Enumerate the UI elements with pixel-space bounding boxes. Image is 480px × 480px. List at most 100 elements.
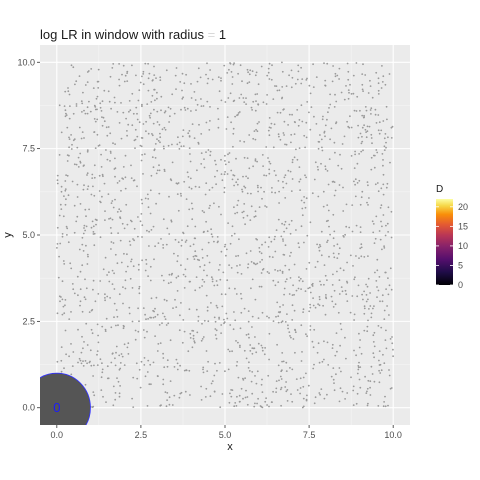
data-point [250,205,253,208]
data-point [318,296,321,298]
data-point [122,111,125,114]
data-point [126,130,128,132]
data-point [134,147,136,150]
data-point [248,167,251,170]
data-point [60,346,63,348]
data-point [316,243,318,246]
data-point [358,332,360,335]
data-point [354,183,356,186]
data-point [192,334,195,337]
data-point [72,66,75,69]
data-point [235,181,238,184]
data-point [141,153,144,156]
data-point [203,269,205,272]
data-point [205,294,208,297]
data-point [304,174,306,177]
data-point [174,238,177,241]
data-point [119,367,122,370]
data-point [324,79,327,82]
data-point [103,89,106,92]
data-point [339,322,342,325]
data-point [65,198,67,201]
data-point [306,234,309,237]
data-point [358,179,361,182]
data-point [184,268,187,271]
data-point [359,226,362,229]
data-point [367,204,369,206]
data-point [378,132,381,135]
data-point [297,287,300,290]
data-point [109,132,112,135]
data-point [273,238,276,241]
data-point [152,166,155,169]
data-point [166,392,169,394]
data-point [346,120,348,123]
data-point [303,134,306,137]
data-point [75,105,78,107]
data-point [324,313,327,316]
data-point [330,295,333,298]
data-point [61,298,64,301]
data-point [331,343,334,346]
data-point [118,395,121,398]
data-point [90,364,93,367]
data-point [378,350,381,352]
data-point [328,255,330,258]
data-point [359,339,361,341]
data-point [339,344,341,347]
data-point [140,360,143,363]
data-point [225,254,227,257]
data-point [336,257,339,259]
data-point [56,179,59,182]
data-point [313,178,316,181]
data-point [225,312,228,315]
data-point [195,308,198,311]
data-point [237,112,240,114]
data-point [256,93,259,95]
data-point [197,143,200,145]
data-point [364,74,367,76]
data-point [268,358,270,361]
data-point [205,73,207,76]
data-point [104,297,106,299]
data-point [101,368,104,371]
data-point [116,262,119,265]
data-point [344,289,347,292]
data-point [360,150,363,153]
data-point [209,106,211,108]
data-point [267,71,270,74]
data-point [146,371,149,373]
data-point [136,185,138,188]
data-point [314,396,317,399]
data-point [112,63,115,65]
data-point [119,210,122,213]
data-point [323,131,326,134]
data-point [312,346,315,349]
data-point [74,83,76,86]
data-point [220,293,223,296]
data-point [96,353,98,356]
data-point [170,281,172,284]
data-point [289,277,292,279]
data-point [63,263,66,265]
data-point [303,196,305,198]
data-point [243,203,246,205]
data-point [176,143,179,146]
data-point [334,303,337,306]
data-point [71,365,74,367]
data-point [122,166,125,168]
data-point [177,182,180,184]
data-point [376,258,379,261]
data-point [70,373,73,376]
data-point [166,227,169,230]
data-point [252,137,255,140]
data-point [360,352,363,355]
data-point [236,183,239,186]
data-point [366,387,369,390]
data-point [156,121,159,123]
data-point [326,239,329,242]
data-point [163,170,166,173]
data-point [213,240,215,243]
data-point [380,220,382,223]
data-point [277,321,280,324]
